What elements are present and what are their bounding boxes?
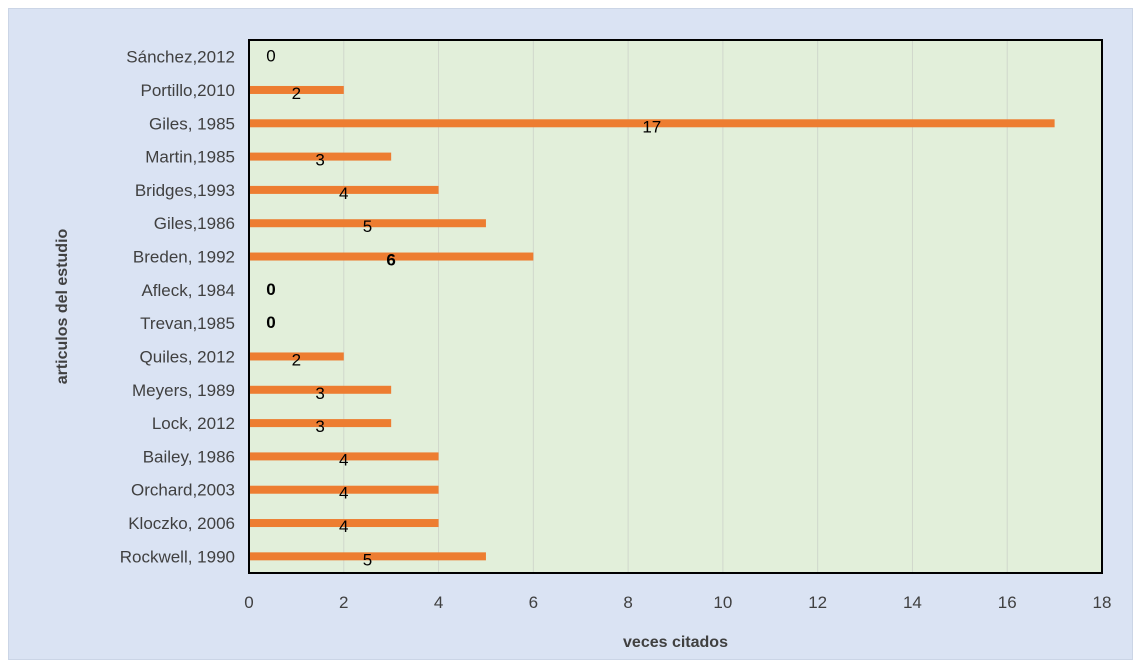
x-tick-label: 0 [244,593,253,612]
x-tick-label: 4 [434,593,443,612]
category-label: Bridges,1993 [135,181,235,200]
bar [249,485,439,494]
category-label: Trevan,1985 [140,314,235,333]
gridlines [343,40,1008,573]
y-axis-categories: Sánchez,2012 Portillo,2010 Giles, 1985 Mart… [120,48,235,567]
category-label: Breden, 1992 [133,248,235,267]
data-label: 2 [292,84,301,103]
data-label: 0 [266,313,275,332]
bar [249,119,1055,128]
category-label: Meyers, 1989 [132,381,235,400]
bar [249,352,344,361]
category-label: Bailey, 1986 [143,447,235,466]
bar [249,185,439,194]
x-axis-ticks: 0 2 4 6 8 10 12 14 16 18 [244,593,1111,612]
category-label: Kloczko, 2006 [128,514,235,533]
category-label: Sánchez,2012 [126,48,235,67]
x-tick-label: 12 [808,593,827,612]
category-label: Afleck, 1984 [141,281,235,300]
category-label: Orchard,2003 [131,481,235,500]
bar [249,419,392,428]
x-tick-label: 10 [713,593,732,612]
bar [249,519,439,528]
chart-area: 0 2 17 3 4 5 6 0 0 2 3 3 4 4 4 5 0 2 4 6 8 10 12 14 16 18 Sánche… [8,8,1133,660]
x-tick-label: 6 [529,593,538,612]
data-label: 3 [315,384,324,403]
plot-border [248,39,1103,574]
category-label: Quiles, 2012 [140,347,235,366]
category-label: Portillo,2010 [140,81,235,100]
data-label: 4 [339,517,348,536]
data-label: 0 [266,280,275,299]
plot-area [249,40,1102,573]
x-tick-label: 16 [998,593,1017,612]
bar [249,85,344,94]
category-label: Rockwell, 1990 [120,547,235,566]
category-label: Lock, 2012 [152,414,235,433]
bar [249,152,392,161]
category-label: Martin,1985 [145,148,235,167]
data-label: 4 [339,484,348,503]
bar [249,385,392,394]
data-label: 3 [315,151,324,170]
bar [249,552,486,561]
y-axis-title: articulos del estudio [54,228,71,384]
data-label: 5 [363,550,372,569]
data-label: 4 [339,450,348,469]
category-label: Giles, 1985 [149,114,235,133]
data-label: 5 [363,217,372,236]
bar [249,252,534,261]
category-label: Giles,1986 [154,214,235,233]
data-label: 4 [339,184,348,203]
bars [249,85,1055,561]
data-label: 17 [642,117,661,136]
bar [249,452,439,461]
x-tick-label: 14 [903,593,922,612]
x-tick-label: 8 [623,593,632,612]
x-tick-label: 2 [339,593,348,612]
data-label: 6 [386,251,395,270]
bar [249,219,486,228]
x-axis-title: veces citados [623,634,728,651]
x-tick-label: 18 [1093,593,1112,612]
data-label: 2 [292,350,301,369]
data-label: 0 [266,47,275,66]
data-label: 3 [315,417,324,436]
